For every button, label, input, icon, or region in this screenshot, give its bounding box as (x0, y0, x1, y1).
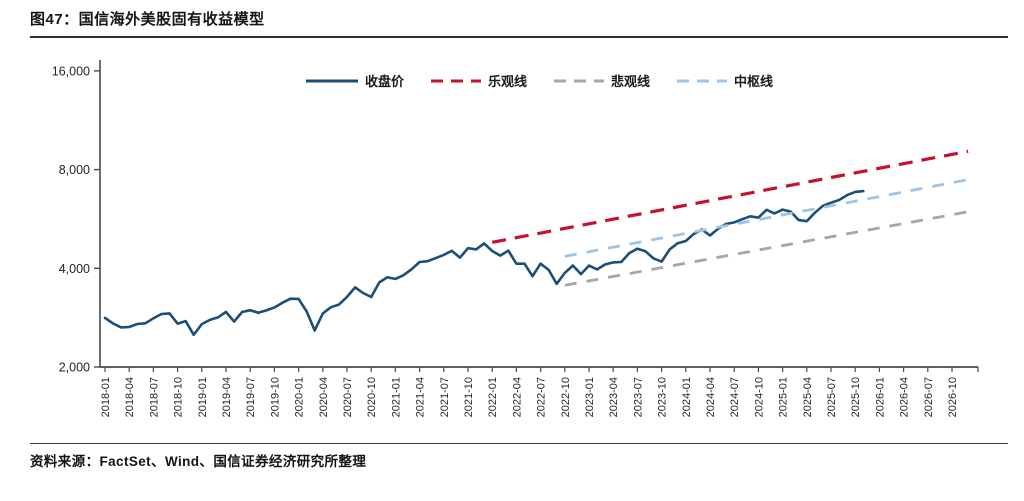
x-tick-label: 2025-10 (850, 377, 862, 417)
x-tick-label: 2020-01 (294, 377, 306, 417)
x-tick-label: 2018-07 (148, 377, 160, 417)
legend-item-central: 中枢线 (676, 71, 773, 90)
optimistic-dash-sample-icon (430, 79, 481, 82)
x-tick-label: 2026-04 (899, 377, 911, 417)
x-tick-label: 2019-04 (221, 377, 233, 417)
x-tick-label: 2018-01 (100, 377, 112, 417)
legend-item-close: 收盘价 (305, 71, 404, 90)
x-tick-label: 2022-07 (536, 377, 548, 417)
x-tick-label: 2021-07 (439, 377, 451, 417)
x-tick-label: 2022-04 (511, 377, 523, 417)
series-pessimistic (564, 210, 969, 287)
y-tick-label: 2,000 (59, 361, 90, 375)
x-tick-label: 2024-10 (753, 377, 765, 417)
x-tick-label: 2019-07 (245, 377, 257, 417)
x-tick-label: 2023-04 (608, 377, 620, 417)
title-divider (30, 36, 1008, 38)
x-tick-label: 2019-10 (269, 377, 281, 417)
x-tick-label: 2025-01 (778, 377, 790, 417)
legend-item-optimistic: 乐观线 (430, 71, 527, 90)
x-tick-label: 2019-01 (197, 377, 209, 417)
x-tick-label: 2021-10 (463, 377, 475, 417)
x-tick-label: 2024-04 (705, 377, 717, 417)
legend-label-central: 中枢线 (734, 74, 774, 89)
x-tick-label: 2025-07 (826, 377, 838, 417)
central-dash-sample-icon (677, 79, 728, 82)
x-tick-label: 2023-07 (632, 377, 644, 417)
x-tick-label: 2021-01 (390, 377, 402, 417)
x-tick-label: 2024-07 (729, 377, 741, 417)
legend-item-pessimistic: 悲观线 (553, 71, 650, 90)
x-tick-label: 2026-07 (923, 377, 935, 417)
series-close (103, 189, 865, 337)
y-tick-label: 4,000 (59, 262, 90, 276)
chart-legend: 收盘价 乐观线 悲观线 中枢线 (100, 71, 978, 90)
series-central (564, 178, 969, 258)
x-tick-label: 2023-01 (584, 377, 596, 417)
legend-label-close: 收盘价 (364, 74, 404, 89)
x-tick-label: 2025-04 (802, 377, 814, 417)
x-tick-label: 2020-10 (366, 377, 378, 417)
y-tick-label: 8,000 (59, 163, 90, 177)
pessimistic-dash-sample-icon (554, 79, 604, 82)
data-source-note: 资料来源：FactSet、Wind、国信证券经济研究所整理 (30, 454, 367, 469)
x-tick-label: 2026-01 (874, 377, 886, 417)
model-line-chart: 2,000 4,000 8,000 16,000 2018-01 2018-04 2018-… (52, 60, 979, 417)
footer-divider (30, 443, 1008, 444)
x-tick-label: 2022-10 (560, 377, 572, 417)
x-tick-label: 2018-04 (124, 377, 136, 417)
y-tick-label: 16,000 (52, 64, 90, 78)
x-tick-label: 2023-10 (657, 377, 669, 417)
close-line-sample-icon (305, 79, 358, 82)
x-tick-label: 2018-10 (173, 377, 185, 417)
x-tick-label: 2022-01 (487, 377, 499, 417)
x-tick-label: 2024-01 (681, 377, 693, 417)
x-tick-label: 2020-04 (318, 377, 330, 417)
x-tick-label: 2026-10 (947, 377, 959, 417)
figure-title: 图47：国信海外美股固有收益模型 (30, 11, 265, 28)
legend-label-optimistic: 乐观线 (487, 74, 527, 89)
series-optimistic (491, 149, 969, 244)
x-tick-label: 2021-04 (415, 377, 427, 417)
legend-label-pessimistic: 悲观线 (611, 74, 651, 89)
x-tick-label: 2020-07 (342, 377, 354, 417)
